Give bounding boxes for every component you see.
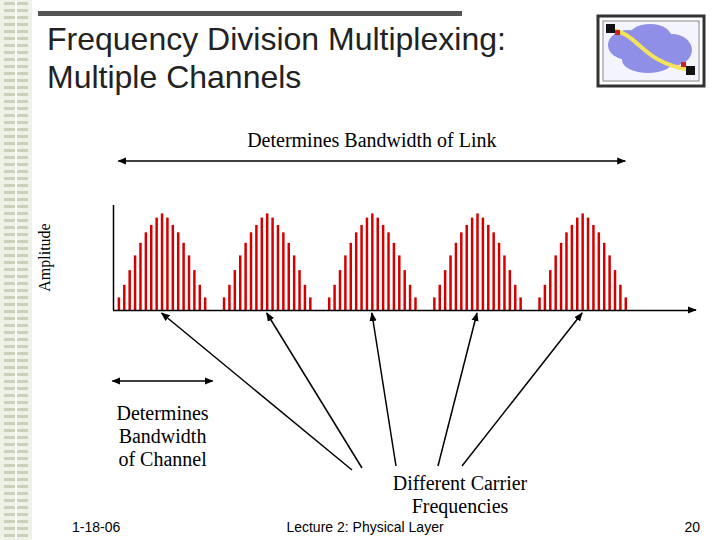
svg-text:Frequencies: Frequencies	[412, 495, 509, 518]
svg-text:Multiple Channels: Multiple Channels	[47, 59, 301, 95]
svg-text:of Channel: of Channel	[118, 448, 207, 470]
svg-text:Determines Bandwidth of Link: Determines Bandwidth of Link	[247, 129, 496, 151]
svg-text:Different Carrier: Different Carrier	[393, 472, 528, 494]
svg-text:Amplitude: Amplitude	[36, 223, 54, 291]
svg-text:1-18-06: 1-18-06	[72, 519, 120, 535]
svg-text:Frequency Division Multiplexin: Frequency Division Multiplexing:	[47, 21, 506, 57]
svg-text:Lecture 2: Physical Layer: Lecture 2: Physical Layer	[286, 519, 444, 535]
svg-text:20: 20	[684, 519, 700, 535]
svg-text:Bandwidth: Bandwidth	[119, 425, 207, 447]
svg-text:Determines: Determines	[116, 402, 208, 424]
